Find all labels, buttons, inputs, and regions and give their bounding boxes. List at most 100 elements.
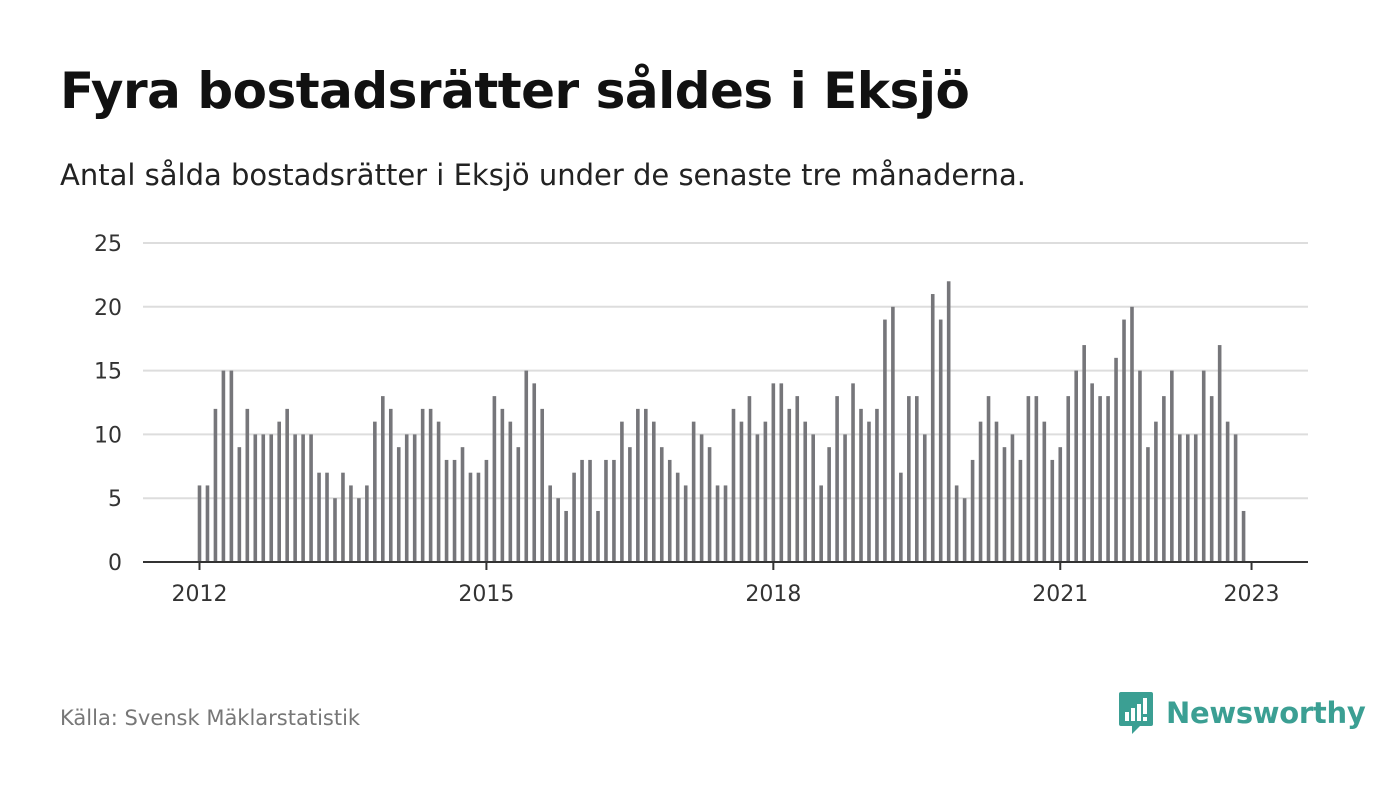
bar [747, 396, 752, 562]
bar [675, 472, 680, 562]
bar [468, 472, 473, 562]
y-tick-label: 10 [94, 423, 122, 448]
bar [938, 319, 943, 562]
x-axis: 2012 2015 2018 2021 2023 [143, 561, 1308, 607]
bar [811, 434, 815, 562]
bar [970, 459, 975, 562]
y-tick-label: 0 [108, 551, 122, 576]
newsworthy-logo-icon [1119, 692, 1153, 734]
bar [835, 396, 839, 562]
bar [1146, 447, 1150, 562]
bar [197, 485, 202, 562]
chart-title: Fyra bostadsrätter såldes i Eksjö [60, 62, 970, 120]
bar [221, 370, 226, 562]
bar [532, 383, 537, 562]
bar [253, 434, 258, 562]
bar [1106, 396, 1110, 562]
bar [404, 434, 409, 562]
bar [1122, 319, 1126, 562]
bar [1074, 370, 1078, 562]
bar [1178, 434, 1182, 562]
bar [349, 485, 353, 562]
y-tick-label: 5 [108, 487, 122, 512]
bar-chart: 0 5 10 15 20 25 2012 2015 2018 2021 2023 4 [94, 0, 1308, 607]
bar [341, 472, 345, 562]
bar [899, 472, 903, 562]
x-tick-label: 2023 [1224, 582, 1280, 607]
bar [548, 485, 552, 562]
bar [636, 408, 640, 562]
source-note: Källa: Svensk Mäklarstatistik [60, 706, 361, 730]
bar [891, 306, 895, 562]
bar [1018, 459, 1023, 562]
x-tick-label: 2018 [745, 582, 801, 607]
bar [333, 498, 337, 562]
bar [564, 510, 568, 562]
bar [500, 408, 505, 562]
bar [1114, 357, 1118, 562]
bar [524, 370, 529, 562]
bar [859, 408, 863, 562]
bar [715, 485, 720, 562]
gridlines: 0 5 10 15 20 25 [94, 232, 1308, 576]
bar [915, 396, 919, 562]
bar [1185, 434, 1190, 562]
bar [867, 421, 871, 562]
bar [1098, 396, 1102, 562]
bar [436, 421, 441, 562]
bar [707, 447, 712, 562]
bar [301, 434, 305, 562]
bar [365, 485, 369, 562]
bar [540, 408, 545, 562]
bar [651, 421, 656, 562]
bar [1233, 434, 1238, 562]
bar [1209, 396, 1214, 562]
bar [604, 459, 608, 562]
bar [667, 459, 672, 562]
bar [930, 294, 935, 562]
bar [986, 396, 991, 562]
x-tick-label: 2012 [172, 582, 228, 607]
bar [396, 447, 401, 562]
bar [516, 447, 521, 562]
bar [763, 421, 768, 562]
bar [795, 396, 800, 562]
bar [1042, 421, 1047, 562]
bar [843, 434, 847, 562]
bar [588, 459, 592, 562]
bar [779, 383, 784, 562]
y-tick-label: 15 [94, 360, 122, 385]
bar [476, 472, 481, 562]
bar [683, 485, 688, 562]
bar [317, 472, 321, 562]
bar [1066, 396, 1071, 562]
bar [285, 408, 289, 562]
bar [245, 408, 250, 562]
bar [827, 447, 831, 562]
bar [452, 459, 457, 562]
y-tick-label: 20 [94, 296, 122, 321]
x-tick-label: 2021 [1032, 582, 1088, 607]
bar [1058, 447, 1063, 562]
bar [596, 510, 600, 562]
bar [373, 421, 377, 562]
bar [261, 434, 266, 562]
bar [883, 319, 887, 562]
bar [731, 408, 736, 562]
bar [229, 370, 234, 562]
bar [420, 408, 425, 562]
bar [659, 447, 664, 562]
brand-logo: Newsworthy [1118, 690, 1366, 736]
bar [412, 434, 417, 562]
bar [875, 408, 879, 562]
bar [309, 434, 313, 562]
bar [803, 421, 808, 562]
bar [1050, 459, 1055, 562]
bar [739, 421, 744, 562]
bar [1217, 345, 1222, 562]
bar [612, 459, 616, 562]
bar [819, 485, 823, 562]
bar [1034, 396, 1039, 562]
bar [1010, 434, 1015, 562]
bar [1201, 370, 1206, 562]
